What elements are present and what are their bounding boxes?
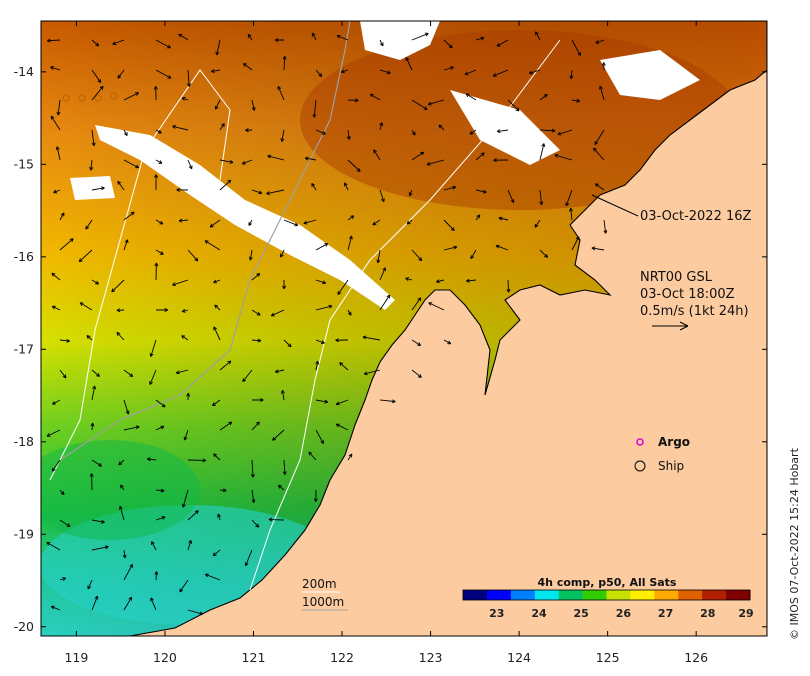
credit-text: © IMOS 07-Oct-2022 15:24 Hobart bbox=[788, 447, 801, 640]
colorbar-segment bbox=[583, 590, 607, 600]
lon-tick-label: 122 bbox=[330, 650, 354, 665]
colorbar-segment bbox=[463, 590, 487, 600]
colorbar bbox=[463, 590, 751, 600]
lat-tick-label: -18 bbox=[14, 434, 34, 449]
colorbar-segment bbox=[535, 590, 559, 600]
colorbar-segment bbox=[702, 590, 726, 600]
colorbar-segment bbox=[607, 590, 631, 600]
colorbar-tick-label: 25 bbox=[574, 607, 589, 620]
colorbar-segment bbox=[654, 590, 678, 600]
lon-tick-label: 121 bbox=[242, 650, 266, 665]
lon-tick-label: 125 bbox=[596, 650, 620, 665]
lat-tick-label: -14 bbox=[14, 64, 34, 79]
lon-tick-label: 126 bbox=[684, 650, 708, 665]
colorbar-segment bbox=[726, 590, 750, 600]
cloud-mask-5 bbox=[70, 176, 115, 200]
lon-tick-label: 120 bbox=[153, 650, 177, 665]
colorbar-segment bbox=[511, 590, 535, 600]
colorbar-tick-label: 27 bbox=[658, 607, 673, 620]
colorbar-tick-label: 24 bbox=[531, 607, 547, 620]
colorbar-segment bbox=[678, 590, 702, 600]
colorbar-tick-label: 26 bbox=[616, 607, 632, 620]
isobath-200m-label: 200m bbox=[302, 577, 337, 591]
colorbar-tick-label: 23 bbox=[489, 607, 504, 620]
isobath-1000m-label: 1000m bbox=[302, 595, 344, 609]
colorbar-tick-label: 28 bbox=[700, 607, 715, 620]
lat-tick-label: -16 bbox=[14, 249, 34, 264]
argo-label: Argo bbox=[658, 435, 690, 449]
lat-tick-label: -19 bbox=[14, 526, 34, 541]
lat-tick-label: -15 bbox=[14, 156, 34, 171]
lat-tick-label: -20 bbox=[14, 619, 34, 634]
sst-time-label: 03-Oct-2022 16Z bbox=[640, 209, 752, 224]
lon-tick-label: 119 bbox=[64, 650, 88, 665]
colorbar-tick-label: 29 bbox=[738, 607, 753, 620]
sst-green-patch bbox=[20, 440, 200, 540]
colorbar-title: 4h comp, p50, All Sats bbox=[538, 576, 677, 589]
ship-label: Ship bbox=[658, 459, 684, 473]
lon-tick-label: 123 bbox=[419, 650, 443, 665]
colorbar-segment bbox=[630, 590, 654, 600]
current-model-label: NRT00 GSL bbox=[640, 270, 713, 285]
colorbar-segment bbox=[487, 590, 511, 600]
lat-tick-label: -17 bbox=[14, 341, 34, 356]
lon-tick-label: 124 bbox=[507, 650, 531, 665]
colorbar-segment bbox=[559, 590, 583, 600]
current-model-time: 03-Oct 18:00Z bbox=[640, 287, 735, 302]
current-scale-label: 0.5m/s (1kt 24h) bbox=[640, 304, 749, 319]
